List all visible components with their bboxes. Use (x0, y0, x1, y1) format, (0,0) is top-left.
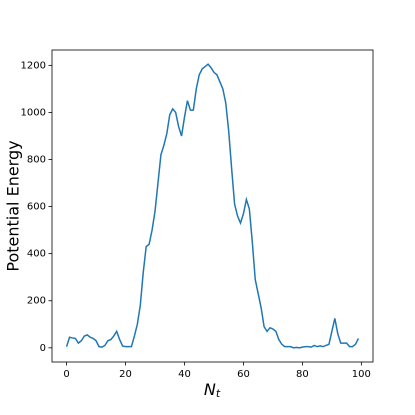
plot-frame (51, 49, 374, 363)
y-tick-label: 600 (27, 202, 46, 213)
y-tick-label: 200 (27, 296, 46, 307)
x-label-sub: t (216, 387, 221, 400)
y-tick-label: 400 (27, 249, 46, 260)
x-tick-label: 0 (63, 369, 69, 380)
x-tick-label: 100 (352, 369, 371, 380)
y-axis-label: Potential Energy (4, 140, 23, 271)
y-tick-label: 800 (27, 155, 46, 166)
x-tick-label: 20 (119, 369, 132, 380)
x-tick-label: 40 (178, 369, 191, 380)
x-label-main: N (204, 380, 216, 399)
x-tick-label: 60 (237, 369, 250, 380)
y-tick-label: 1200 (21, 60, 46, 71)
line-series (65, 63, 360, 349)
y-tick-label: 1000 (21, 107, 46, 118)
x-tick-label: 80 (296, 369, 309, 380)
x-axis-label: Nt (204, 380, 221, 401)
y-tick-label: 0 (40, 343, 46, 354)
